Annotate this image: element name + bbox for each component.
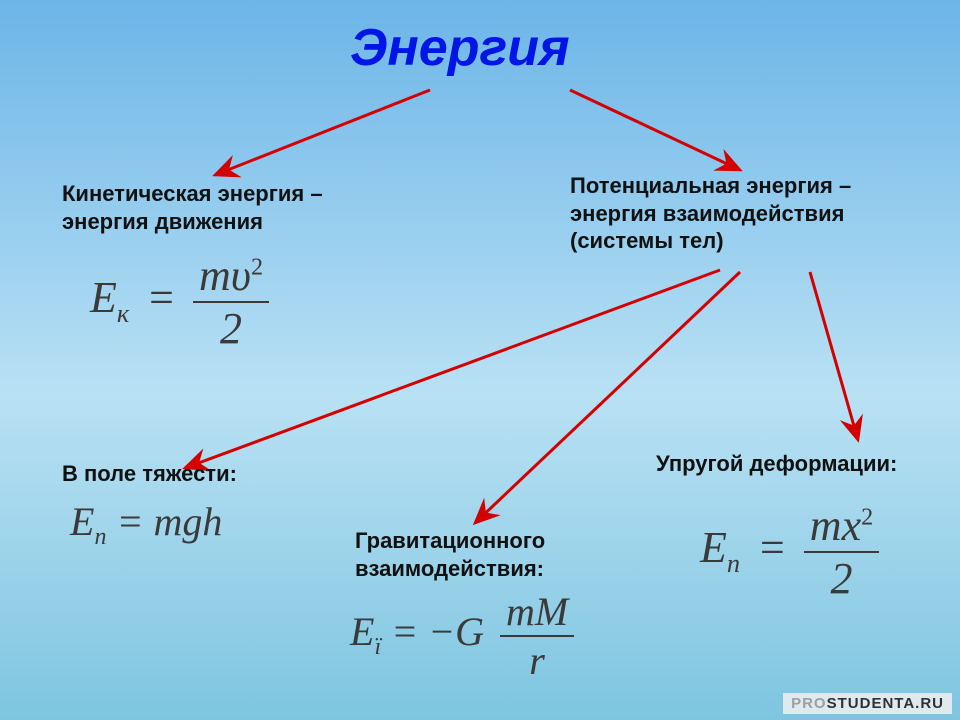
grav-den: r [500, 635, 574, 684]
potential-label-line3: (системы тел) [570, 227, 851, 255]
elastic-text: Упругой деформации: [656, 451, 897, 476]
kinetic-den: 2 [193, 301, 269, 354]
grav-fraction: mM r [500, 588, 574, 684]
watermark-bright: STUDENTA.RU [827, 695, 944, 712]
grav-eq: = − [381, 609, 455, 654]
elastic-den: 2 [804, 551, 879, 604]
gravitational-line2: взаимодействия: [355, 555, 545, 583]
grav-E: E [350, 609, 374, 654]
grav-G: G [455, 609, 484, 654]
grav-num: mM [500, 588, 574, 635]
gravfield-eq: = [106, 499, 153, 544]
gravfield-sub: п [94, 524, 106, 550]
watermark: PROSTUDENTA.RU [783, 693, 952, 714]
elastic-E: E [700, 523, 727, 572]
kinetic-formula: Eк = mυ2 2 [90, 250, 269, 354]
potential-label-line1: Потенциальная энергия – [570, 172, 851, 200]
main-title: Энергия [350, 18, 570, 78]
potential-label-line2: энергия взаимодействия [570, 200, 851, 228]
kinetic-num-m: m [199, 251, 231, 300]
gravfield-rhs: mgh [153, 499, 222, 544]
kinetic-num-v: υ [231, 251, 251, 300]
kinetic-num-exp: 2 [251, 253, 263, 280]
elastic-eq: = [757, 523, 787, 572]
gravitational-line1: Гравитационного [355, 527, 545, 555]
kinetic-sub: к [117, 298, 129, 328]
elastic-num-exp: 2 [861, 503, 873, 530]
elastic-num-m: m [810, 501, 842, 550]
elastic-sub: п [727, 548, 740, 578]
gravitational-label: Гравитационного взаимодействия: [355, 527, 545, 582]
gravfield-E: E [70, 499, 94, 544]
kinetic-label: Кинетическая энергия – энергия движения [62, 180, 323, 235]
elastic-formula: Eп = mx2 2 [700, 500, 879, 604]
kinetic-label-line1: Кинетическая энергия – [62, 180, 323, 208]
title-text: Энергия [350, 19, 570, 77]
potential-label: Потенциальная энергия – энергия взаимоде… [570, 172, 851, 255]
kinetic-E: E [90, 273, 117, 322]
gravity-field-formula: Eп = mgh [70, 498, 222, 551]
kinetic-label-line2: энергия движения [62, 208, 323, 236]
elastic-label: Упругой деформации: [656, 450, 897, 478]
kinetic-eq: = [146, 273, 176, 322]
watermark-dim: PRO [791, 695, 827, 712]
elastic-num-x: x [842, 501, 862, 550]
gravity-field-text: В поле тяжести: [62, 461, 237, 486]
elastic-fraction: mx2 2 [804, 500, 879, 604]
kinetic-fraction: mυ2 2 [193, 250, 269, 354]
gravity-field-label: В поле тяжести: [62, 460, 237, 488]
gravitational-formula: Eï = −G mM r [350, 588, 574, 684]
